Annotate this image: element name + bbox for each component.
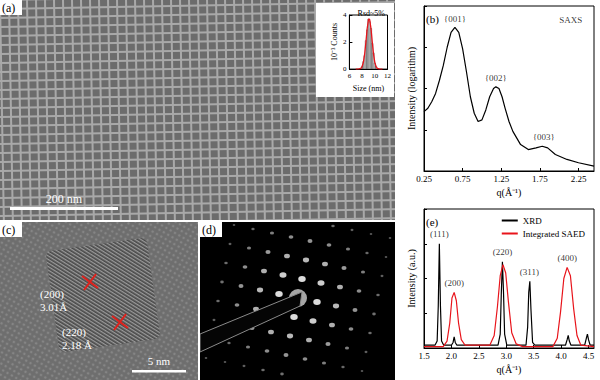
svg-text:2.18 Å: 2.18 Å [62, 339, 92, 351]
svg-text:0.75: 0.75 [455, 174, 471, 184]
svg-text:(111): (111) [430, 229, 449, 239]
svg-text:12: 12 [384, 72, 392, 80]
svg-text:(b): (b) [426, 13, 439, 26]
svg-text:Intensity (logarithm): Intensity (logarithm) [406, 47, 418, 130]
svg-text:(a): (a) [2, 1, 15, 15]
svg-text:5 nm: 5 nm [148, 355, 171, 367]
svg-text:4: 4 [343, 11, 347, 19]
svg-text:Intensity (a.u.): Intensity (a.u.) [406, 249, 418, 308]
svg-text:(d): (d) [202, 223, 216, 237]
svg-text:2: 2 [343, 38, 347, 46]
svg-text:{002}: {002} [485, 73, 507, 83]
svg-text:3.01Å: 3.01Å [40, 301, 67, 313]
svg-text:1.5: 1.5 [418, 351, 430, 361]
svg-text:SAXS: SAXS [559, 15, 582, 25]
svg-text:10: 10 [371, 72, 379, 80]
svg-text:{001}: {001} [444, 14, 466, 24]
svg-text:10⁻³ Counts: 10⁻³ Counts [330, 23, 339, 61]
svg-text:Rsd~5%: Rsd~5% [358, 9, 386, 18]
svg-text:1.25: 1.25 [493, 174, 509, 184]
svg-text:200 nm: 200 nm [46, 192, 83, 206]
svg-text:4.5: 4.5 [583, 351, 595, 361]
svg-text:6: 6 [348, 72, 352, 80]
svg-text:q(Å⁻¹): q(Å⁻¹) [497, 364, 522, 376]
svg-text:4.0: 4.0 [555, 351, 567, 361]
svg-text:2.0: 2.0 [446, 351, 458, 361]
svg-text:(e): (e) [426, 216, 439, 229]
svg-text:2.5: 2.5 [473, 351, 485, 361]
svg-text:(400): (400) [557, 253, 577, 263]
svg-text:(311): (311) [520, 267, 539, 277]
svg-text:(220): (220) [493, 247, 513, 257]
svg-text:Size (nm): Size (nm) [353, 84, 385, 93]
svg-text:2.25: 2.25 [571, 174, 587, 184]
svg-text:(200): (200) [40, 288, 64, 301]
svg-text:1.75: 1.75 [532, 174, 548, 184]
svg-text:8: 8 [360, 72, 364, 80]
svg-text:3.5: 3.5 [528, 351, 540, 361]
svg-text:0.25: 0.25 [416, 174, 432, 184]
svg-text:(c): (c) [2, 223, 15, 237]
svg-text:{003}: {003} [533, 132, 555, 142]
svg-text:XRD: XRD [523, 216, 543, 226]
svg-text:3.0: 3.0 [501, 351, 513, 361]
svg-text:(200): (200) [444, 278, 464, 288]
svg-text:q(Å⁻¹): q(Å⁻¹) [497, 187, 522, 199]
svg-text:0: 0 [343, 65, 347, 73]
svg-text:Integrated SAED: Integrated SAED [523, 229, 586, 239]
svg-text:(220): (220) [62, 326, 86, 339]
